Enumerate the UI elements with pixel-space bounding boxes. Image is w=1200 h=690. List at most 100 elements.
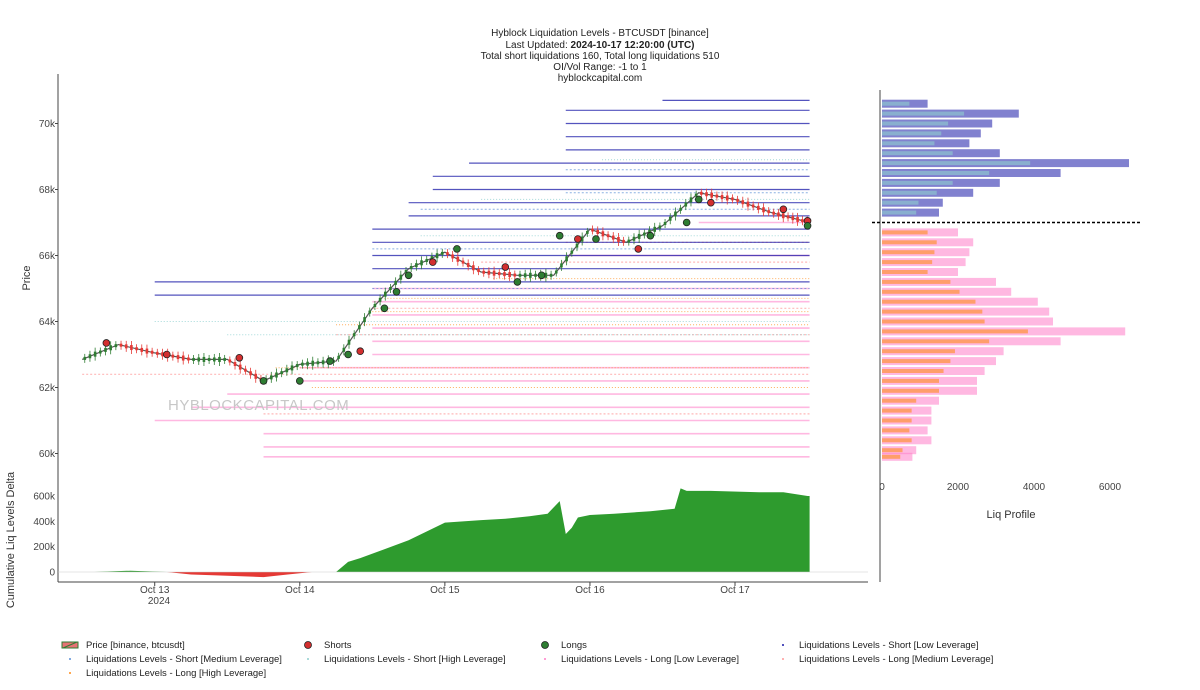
candle-body [461,260,465,264]
profile-axis-title: Liq Profile [987,509,1036,521]
legend-item-long-medium[interactable]: Liquidations Levels - Long [Medium Lever… [773,652,993,666]
candle-body [791,216,795,221]
liq-profile-bar-core [882,388,939,393]
candle-body [104,347,107,352]
price-y-tick-label: 64k [39,317,56,328]
candle-body [674,211,677,217]
x-tick-label: Oct 13 [140,585,170,596]
candle-body [529,272,532,278]
legend-item-longs[interactable]: Longs [535,638,587,652]
liq-profile-bar-core [882,250,935,255]
longs-markers [259,195,812,385]
candle-body [720,195,724,200]
liq-profile-bar-core [882,428,910,433]
delta-area-negative [58,572,810,578]
legend-item-short-low[interactable]: Liquidations Levels - Short [Low Leverag… [773,638,979,652]
long-liquidation-marker [404,271,413,280]
legend-label-short-medium: Liquidations Levels - Short [Medium Leve… [86,653,282,665]
candle-body [285,368,289,373]
price-y-ticks: 60k 62k 64k 66k 68k 70k [39,119,58,460]
watermark: HYBLOCKCAPITAL.COM [168,397,349,414]
legend-item-shorts[interactable]: Shorts [298,638,351,652]
candle-body [451,254,454,259]
liq-profile-panel: 0 2000 4000 6000 Liq Profile [872,90,1140,582]
legend-item-short-medium[interactable]: Liquidations Levels - Short [Medium Leve… [60,652,282,666]
candle-body [477,269,480,273]
candle-body [689,197,693,203]
long-liquidation-marker [344,350,352,359]
candle-body [668,216,672,221]
candle-body [518,273,522,277]
candle-body [575,243,579,248]
candle-body [781,213,785,219]
price-y-tick-label: 70k [39,119,56,130]
candle-body [114,344,118,348]
candle-body [715,194,719,198]
liq-profile-bar-core [882,339,990,344]
candle-body [710,192,713,198]
liq-profile-bar-core [882,121,949,126]
legend-item-price[interactable]: Price [binance, btcusdt] [60,638,185,652]
candle-body [435,253,439,259]
candle-body [580,236,584,242]
source-site: hyblockcapital.com [558,73,642,84]
legend-item-short-high[interactable]: Liquidations Levels - Short [High Levera… [298,652,506,666]
candle-body [741,200,745,205]
liq-profile-bar-core [882,408,912,413]
long-liquidation-marker [537,271,546,280]
short-liquidation-marker [102,339,111,347]
liq-profile-bar-core [882,131,942,136]
liq-profile-bar-core [882,111,965,116]
oi-vol-range: OI/Vol Range: -1 to 1 [553,62,647,73]
price-y-tick-label: 62k [39,383,56,394]
candle-body [456,256,460,262]
profile-x-tick-label: 6000 [1099,482,1122,493]
candle-body [415,263,418,268]
liq-profile-bars [882,99,1129,461]
candle-body [306,361,309,366]
liq-profile-bar-core [882,101,910,106]
legend-item-long-high[interactable]: Liquidations Levels - Long [High Leverag… [60,666,266,680]
liq-profile-bar-core [882,359,951,364]
long-liquidation-marker [326,357,334,365]
candle-body [337,355,340,359]
candle-body [301,362,304,366]
liq-profile-bar-core [882,454,901,459]
candle-body [93,351,97,357]
candle-body [420,260,423,266]
candle-body [83,356,87,360]
candle-body [736,198,739,202]
liq-profile-bar-core [882,319,985,324]
price-candle-icon [60,640,80,650]
delta-y-tick-label: 0 [49,568,55,579]
legend-label-price: Price [binance, btcusdt] [86,639,185,651]
candle-body [383,291,387,297]
delta-axis-title: Cumulative Liq Levels Delta [5,471,17,608]
legend-label-long-high: Liquidations Levels - Long [High Leverag… [86,667,267,679]
candle-body [606,234,610,238]
candle-body [751,204,755,208]
candle-body [202,356,206,362]
chart-title: Hyblock Liquidation Levels - BTCUSDT [bi… [491,28,709,39]
candle-body [197,357,201,362]
candle-body [482,270,486,274]
long-liquidation-marker [392,287,401,296]
candle-body [472,265,475,271]
delta-area-positive [58,488,810,572]
chart-legend: Price [binance, btcusdt] Shorts Longs Li… [60,636,1170,684]
candle-body [513,273,517,277]
candle-body [124,344,128,349]
candle-body [663,221,667,225]
liq-profile-bar-core [882,289,960,294]
candle-body [140,347,144,352]
candle-body [801,219,804,223]
liq-profile-bar-core [882,309,983,314]
candle-body [554,270,558,274]
short-low-dot-icon [773,640,793,650]
liq-profile-bar-core [882,369,944,373]
candle-body [637,233,641,239]
legend-item-long-low[interactable]: Liquidations Levels - Long [Low Leverage… [535,652,739,666]
candle-body [694,193,698,197]
liquidation-levels [82,99,810,458]
